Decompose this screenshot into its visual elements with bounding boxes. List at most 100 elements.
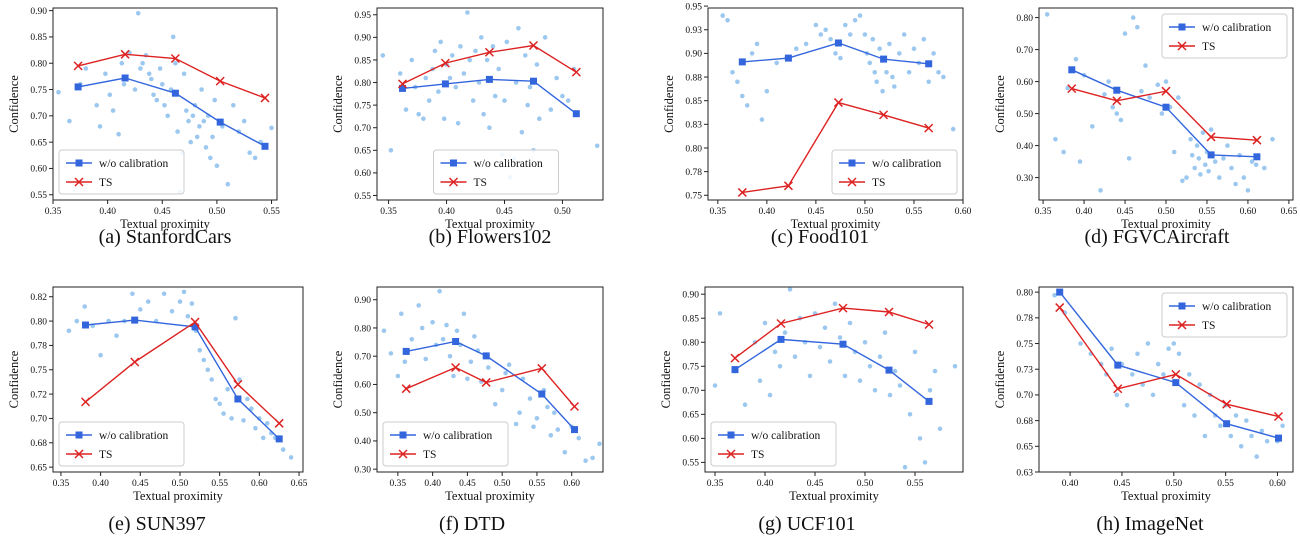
scatter-point — [492, 93, 498, 99]
scatter-point — [870, 36, 876, 42]
scatter-point — [1171, 149, 1177, 155]
scatter-point — [843, 22, 848, 28]
scatter-point — [787, 287, 793, 292]
scatter-point — [1233, 181, 1238, 187]
x-axis-label: Textual proximity — [1121, 217, 1211, 231]
series-marker — [170, 53, 180, 64]
scatter-point — [725, 18, 730, 23]
scatter-point — [455, 120, 461, 126]
chart-4: 0.35 0.40 0.45 0.50 0.55 0.60 0.65 0.30 0.40 0.50… — [993, 7, 1297, 248]
scatter-point — [1262, 165, 1267, 171]
y-tick-label: 0.85 — [30, 33, 47, 43]
scatter-point — [197, 348, 203, 353]
scatter-point — [519, 129, 525, 135]
scatter-point — [1109, 346, 1114, 352]
scatter-point — [1044, 12, 1050, 17]
series-ts — [397, 40, 581, 89]
y-tick-label: 0.55 — [682, 459, 699, 469]
legend-label: TS — [872, 177, 885, 189]
y-axis-label: Confidence — [7, 75, 21, 133]
scatter-point — [907, 412, 913, 417]
y-tick-label: 0.93 — [685, 26, 702, 36]
x-tick-label: 0.60 — [1240, 207, 1257, 217]
scatter-point — [740, 93, 745, 99]
scatter-point — [1181, 402, 1187, 408]
legend-marker — [1177, 41, 1187, 51]
scatter-point — [833, 51, 838, 56]
scatter-point — [399, 311, 404, 317]
scatter-point — [1065, 85, 1070, 91]
scatter-point — [395, 373, 401, 379]
y-tick-label: 0.60 — [354, 169, 371, 179]
x-tick-label: 0.45 — [808, 207, 825, 217]
scatter-point — [487, 125, 492, 130]
scatter-point — [154, 97, 160, 103]
scatter-point — [74, 318, 80, 324]
series-marker — [884, 307, 894, 317]
scatter-point — [138, 66, 143, 71]
scatter-point — [121, 82, 127, 87]
y-tick-label: 0.80 — [1016, 14, 1033, 24]
series-marker — [1162, 103, 1170, 111]
scatter-point — [98, 352, 103, 358]
scatter-point — [548, 433, 554, 438]
scatter-point — [828, 36, 833, 42]
scatter-point — [1280, 423, 1285, 429]
scatter-point — [877, 354, 883, 360]
scatter-point — [213, 396, 218, 402]
scatter-point — [416, 111, 422, 117]
scatter-point — [921, 36, 927, 42]
scatter-point — [381, 328, 387, 334]
y-tick-label: 0.75 — [685, 192, 702, 202]
legend-label: w/o calibration — [99, 158, 169, 170]
legend-marker — [1178, 302, 1186, 310]
scatter-point — [874, 79, 879, 85]
scatter-point — [1249, 433, 1254, 439]
scatter-point — [531, 424, 536, 430]
y-tick-label: 0.80 — [354, 324, 371, 334]
series-marker — [481, 377, 491, 387]
x-tick-label: 0.50 — [1158, 207, 1175, 217]
series-without-calibration — [1056, 288, 1282, 442]
scatter-point — [513, 421, 519, 427]
scatter-point — [1052, 292, 1057, 298]
scatter-point — [818, 32, 824, 37]
legend-marker — [727, 431, 735, 439]
scatter-point — [1114, 111, 1120, 116]
scatter-point — [409, 57, 415, 63]
scatter-point — [119, 60, 125, 66]
scatter-point — [594, 143, 600, 149]
scatter-point — [56, 89, 61, 95]
scatter-point — [103, 71, 108, 77]
x-tick-label: 0.45 — [807, 479, 824, 489]
x-tick-label: 0.55 — [906, 207, 923, 217]
x-tick-label: 0.60 — [563, 479, 580, 489]
scatter-point — [744, 103, 750, 108]
scatter-point — [265, 421, 270, 426]
chart-5: 0.35 0.40 0.45 0.50 0.55 0.60 0.65 0.65 0.68 0.70… — [7, 286, 308, 535]
series-marker — [131, 316, 139, 324]
series-marker — [1113, 384, 1123, 394]
series-marker — [1161, 86, 1171, 96]
scatter-point — [503, 370, 508, 376]
series-marker — [777, 335, 785, 343]
scatter-point — [1073, 56, 1079, 62]
scatter-point — [502, 98, 507, 103]
series-marker — [402, 347, 410, 355]
legend-label: TS — [1202, 320, 1215, 332]
scatter-point — [470, 98, 476, 103]
series-marker — [191, 323, 199, 331]
series-marker — [839, 340, 847, 348]
series-marker — [120, 49, 130, 59]
scatter-point — [552, 410, 557, 416]
scatter-point — [517, 410, 522, 416]
scatter-point — [1264, 438, 1270, 444]
scatter-point — [225, 386, 230, 392]
y-tick-label: 0.80 — [354, 79, 371, 89]
series-marker — [738, 58, 746, 66]
scatter-point — [1187, 372, 1192, 377]
scatter-point — [130, 291, 135, 297]
series-without-calibration — [738, 39, 933, 68]
scatter-point — [534, 416, 540, 421]
series-ts — [730, 303, 934, 363]
